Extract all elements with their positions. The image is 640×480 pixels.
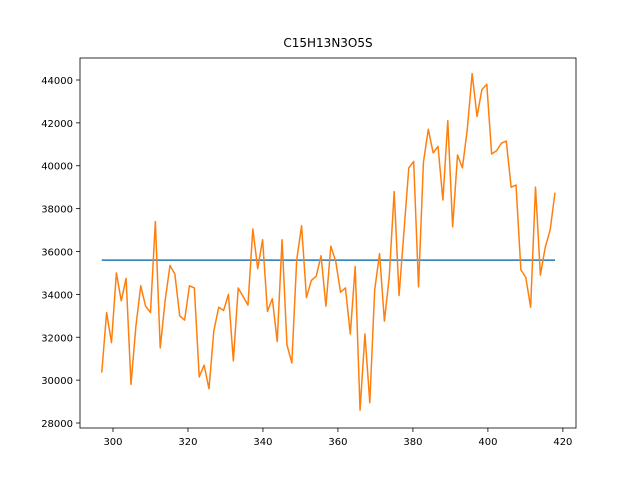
x-tick-label: 320 [178, 437, 197, 448]
x-tick-label: 300 [103, 437, 122, 448]
x-tick-label: 400 [478, 437, 497, 448]
y-tick-label: 42000 [41, 119, 73, 130]
y-tick-label: 28000 [41, 419, 73, 430]
chart-title: C15H13N3O5S [283, 36, 372, 50]
plot-frame [79, 57, 577, 429]
y-tick-label: 44000 [41, 76, 73, 87]
y-tick-label: 32000 [41, 333, 73, 344]
y-tick-label: 34000 [41, 290, 73, 301]
x-tick-label: 420 [553, 437, 572, 448]
y-tick-label: 30000 [41, 376, 73, 387]
x-tick-label: 340 [253, 437, 272, 448]
y-tick-label: 36000 [41, 248, 73, 259]
x-tick-label: 380 [403, 437, 422, 448]
x-tick-label: 360 [328, 437, 347, 448]
y-tick-label: 38000 [41, 205, 73, 216]
y-tick-label: 40000 [41, 162, 73, 173]
line-series [100, 72, 556, 411]
